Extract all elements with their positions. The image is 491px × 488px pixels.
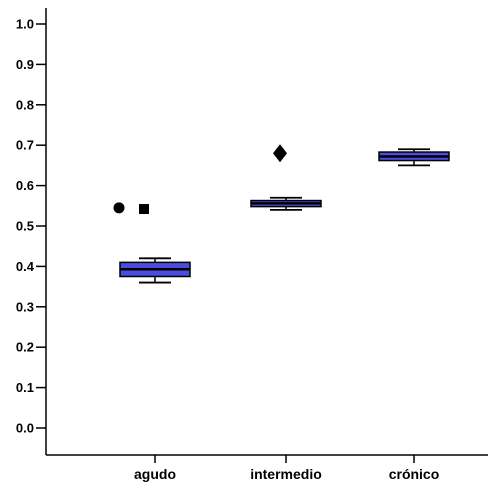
- y-tick-label-1: 0.1: [16, 380, 34, 395]
- y-tick-label-10: 1.0: [16, 17, 34, 32]
- y-tick-label-6: 0.6: [16, 178, 34, 193]
- box-0: [119, 257, 191, 284]
- outlier-circle-0-0: [113, 202, 125, 214]
- y-tick-label-5: 0.5: [16, 219, 34, 234]
- x-tick-label-1: intermedio: [250, 466, 322, 482]
- x-tick-label-0: agudo: [134, 466, 176, 482]
- boxes-group: [119, 148, 450, 284]
- y-tick-label-9: 0.9: [16, 57, 34, 72]
- y-tick-label-2: 0.2: [16, 340, 34, 355]
- outlier-diamond-1-0: [273, 144, 287, 163]
- box-2: [378, 148, 450, 167]
- y-tick-label-3: 0.3: [16, 299, 34, 314]
- box-1: [250, 196, 322, 211]
- y-tick-label-8: 0.8: [16, 97, 34, 112]
- y-tick-label-7: 0.7: [16, 138, 34, 153]
- y-tick-label-4: 0.4: [16, 259, 35, 274]
- outlier-square-0-1: [139, 204, 149, 215]
- y-tick-label-0: 0.0: [16, 421, 34, 436]
- x-tick-label-2: crónico: [389, 466, 440, 482]
- outliers-group: [113, 144, 287, 215]
- y-axis: 0.0 0.1 0.2 0.3 0.4 0.5 0.6 0.7 0.8 0.9 1.0: [16, 8, 47, 455]
- x-axis: agudo intermedio crónico: [46, 454, 488, 482]
